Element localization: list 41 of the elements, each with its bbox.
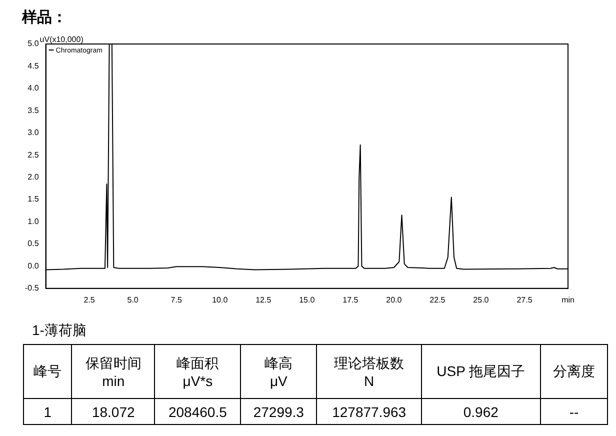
text: 峰面积 μV*s bbox=[154, 344, 240, 398]
x-tick-label: 25.0 bbox=[473, 295, 490, 304]
text: USP 拖尾因子 bbox=[421, 344, 541, 398]
text: 127877.963 bbox=[316, 398, 422, 424]
text: 27299.3 bbox=[240, 398, 317, 424]
text: 208460.5 bbox=[154, 398, 240, 424]
text: -- bbox=[540, 398, 608, 424]
y-tick-label: 4.5 bbox=[28, 61, 40, 70]
chart-title: 样品： bbox=[20, 8, 68, 28]
text: 18.072 bbox=[72, 398, 155, 424]
x-tick-label: 7.5 bbox=[170, 295, 182, 304]
text: 峰高 μV bbox=[240, 344, 317, 398]
x-tick-label: 22.5 bbox=[430, 295, 446, 304]
text: 峰号 bbox=[24, 344, 72, 398]
y-tick-label: 4.0 bbox=[28, 84, 40, 93]
x-tick-label: 5.0 bbox=[127, 295, 139, 304]
y-tick-label: 3.0 bbox=[28, 128, 40, 138]
text: 1 bbox=[24, 398, 72, 424]
x-tick-label: 15.0 bbox=[299, 295, 316, 304]
text: 理论塔板数 N bbox=[316, 344, 422, 398]
y-tick-label: -0.5 bbox=[24, 284, 40, 293]
text: 保留时间 min bbox=[72, 344, 155, 398]
x-tick-label: 2.5 bbox=[84, 295, 96, 304]
text: 分离度 bbox=[540, 344, 608, 398]
y-tick-label: 3.5 bbox=[28, 106, 40, 115]
y-tick-label: 0.0 bbox=[28, 261, 40, 270]
x-tick-label: 17.5 bbox=[342, 295, 359, 304]
y-tick-label: 2.5 bbox=[28, 150, 40, 160]
text: 1-薄荷脑 bbox=[31, 322, 88, 340]
x-tick-label: 20.0 bbox=[386, 295, 402, 304]
y-tick-label: 1.0 bbox=[28, 216, 40, 226]
y-axis-title: uV(x10,000) bbox=[40, 35, 84, 44]
x-tick-label: 27.5 bbox=[516, 295, 533, 304]
y-tick-label: 2.0 bbox=[28, 172, 40, 182]
y-tick-label: 1.5 bbox=[28, 194, 40, 204]
x-tick-label: 10.0 bbox=[212, 295, 228, 304]
y-tick-label: 5.0 bbox=[28, 39, 40, 48]
y-tick-label: 0.5 bbox=[28, 239, 40, 248]
x-tick-label: 12.5 bbox=[256, 295, 272, 304]
x-tick-label: min bbox=[562, 295, 574, 304]
text: 0.962 bbox=[421, 398, 541, 424]
